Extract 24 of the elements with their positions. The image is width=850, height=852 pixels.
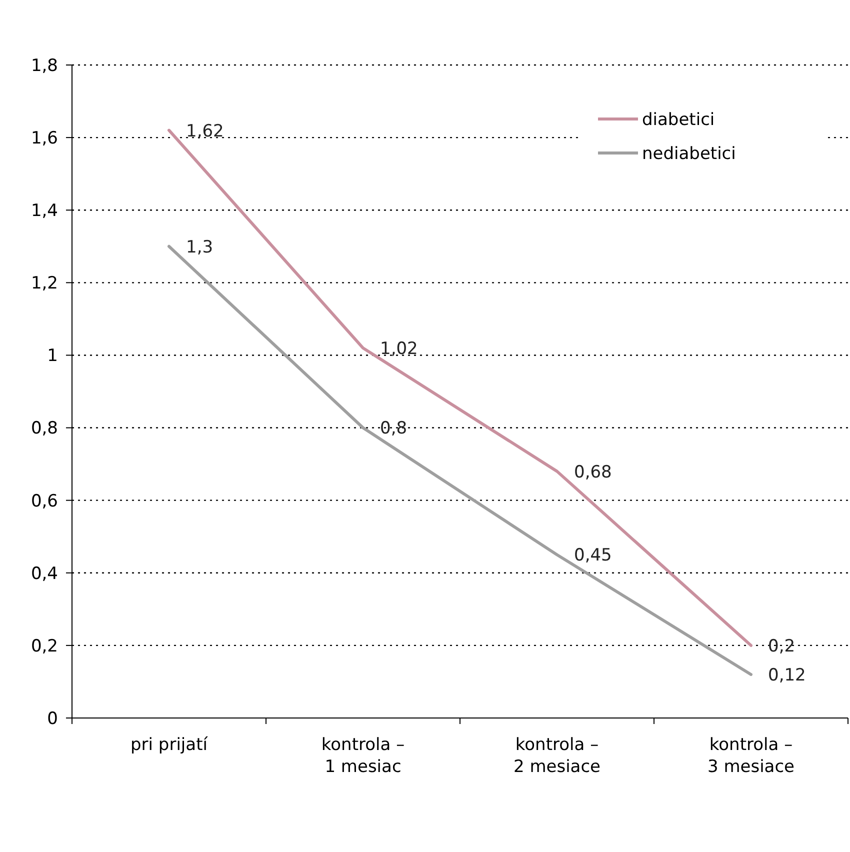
data-label: 0,12 xyxy=(768,665,806,686)
y-tick-label: 0,4 xyxy=(30,564,58,584)
y-tick-label: 1,6 xyxy=(30,128,58,149)
x-tick-label: pri prijatí xyxy=(130,735,209,755)
x-tick-label: kontrola – 3 mesiace xyxy=(707,735,795,777)
legend-label: nediabetici xyxy=(642,144,736,164)
y-tick-label: 1,8 xyxy=(30,56,58,76)
data-label: 0,45 xyxy=(574,546,612,566)
y-tick-label: 1,4 xyxy=(30,201,58,222)
data-label: 1,02 xyxy=(380,338,418,359)
data-label: 1,62 xyxy=(186,121,224,142)
data-label: 0,8 xyxy=(380,418,408,439)
x-tick-label: kontrola – 1 mesiac xyxy=(321,735,405,777)
y-tick-label: 0 xyxy=(47,708,58,729)
y-tick-label: 0,2 xyxy=(30,636,58,656)
data-label: 1,3 xyxy=(186,237,214,258)
y-tick-label: 1,2 xyxy=(30,274,58,294)
data-label: 0,68 xyxy=(574,462,612,482)
y-tick-label: 0,8 xyxy=(30,418,58,439)
data-label: 0,2 xyxy=(768,636,796,656)
legend-label: diabetici xyxy=(642,110,715,130)
y-tick-label: 0,6 xyxy=(30,491,58,512)
x-tick-label: kontrola – 2 mesiace xyxy=(513,735,601,777)
y-tick-label: 1 xyxy=(47,346,58,366)
